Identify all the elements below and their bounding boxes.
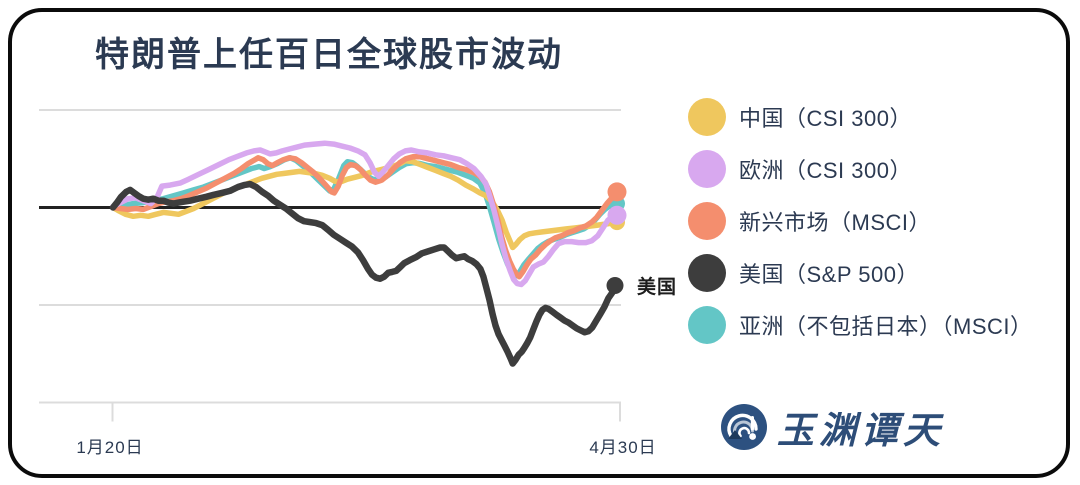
emerging-markets-color-dot-icon <box>688 202 726 240</box>
chart-card <box>8 8 1070 478</box>
legend: 中国（CSI 300） 欧洲（CSI 300） 新兴市场（MSCI） 美国（S&… <box>688 91 1033 351</box>
asia-color-dot-icon <box>688 306 726 344</box>
legend-item-emerging-markets: 新兴市场（MSCI） <box>688 195 1033 247</box>
yuyuan-tantian-logo: 玉渊谭天 <box>720 400 945 454</box>
legend-label-europe: 欧洲（CSI 300） <box>739 158 912 183</box>
logo-text: 玉渊谭天 <box>777 408 945 452</box>
china-color-dot-icon <box>688 98 726 136</box>
legend-label-us: 美国（S&P 500） <box>739 262 919 287</box>
legend-label-china: 中国（CSI 300） <box>739 106 912 131</box>
us-color-dot-icon <box>688 254 726 292</box>
legend-item-china: 中国（CSI 300） <box>688 91 1033 143</box>
chart-title: 特朗普上任百日全球股市波动 <box>95 36 563 74</box>
legend-label-asia: 亚洲（不包括日本）（MSCI） <box>739 314 1033 339</box>
legend-item-europe: 欧洲（CSI 300） <box>688 143 1033 195</box>
us-line-annotation: 美国 <box>637 277 678 298</box>
europe-color-dot-icon <box>688 150 726 188</box>
x-axis-tick-label-end: 4月30日 <box>589 438 657 457</box>
legend-item-us: 美国（S&P 500） <box>688 247 1033 299</box>
x-axis-tick-label-start: 1月20日 <box>76 438 144 457</box>
wave-circle-icon <box>721 404 767 450</box>
legend-item-asia: 亚洲（不包括日本）（MSCI） <box>688 299 1033 351</box>
legend-label-emerging-markets: 新兴市场（MSCI） <box>739 210 932 235</box>
